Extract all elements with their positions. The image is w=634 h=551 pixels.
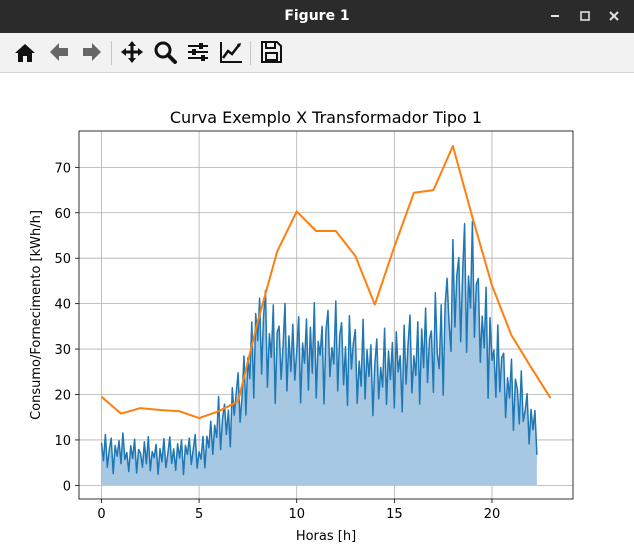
y-tick-label: 20 [54, 389, 71, 404]
zoom-icon[interactable] [151, 38, 179, 66]
axes-frame [78, 130, 574, 500]
chart-svg: 0 5 10 15 20 0 10 20 30 40 50 60 70 Curva Exemplo X … [29, 108, 574, 544]
close-icon[interactable] [604, 6, 624, 26]
y-tick-label: 50 [54, 252, 71, 267]
navigation-toolbar [0, 33, 634, 73]
window-title: Figure 1 [284, 8, 350, 24]
figure-canvas[interactable]: 0 5 10 15 20 0 10 20 30 40 50 60 70 Curva Exemplo X … [0, 73, 634, 551]
window-titlebar: Figure 1 [0, 0, 634, 33]
x-tick-label: 20 [484, 507, 501, 522]
arrow-right-icon[interactable] [78, 38, 106, 66]
maximize-icon[interactable] [575, 6, 595, 26]
save-icon[interactable] [257, 38, 285, 66]
chart-line-icon[interactable] [217, 38, 245, 66]
move-icon[interactable] [118, 38, 146, 66]
x-tick-label: 15 [386, 507, 403, 522]
toolbar-separator [250, 41, 251, 65]
minimize-icon[interactable] [545, 6, 565, 26]
sliders-icon[interactable] [184, 38, 212, 66]
chart-title: Curva Exemplo X Transformador Tipo 1 [170, 108, 482, 127]
supply-series-line [100, 145, 552, 420]
x-tick-label: 10 [288, 507, 305, 522]
arrow-left-icon[interactable] [45, 38, 73, 66]
y-tick-label: 40 [54, 298, 71, 313]
y-tick-label: 60 [54, 207, 71, 222]
y-tick-label: 30 [54, 343, 71, 358]
y-tick-label: 70 [54, 161, 71, 176]
x-tick-label: 0 [97, 507, 105, 522]
x-tick-label: 5 [195, 507, 203, 522]
home-icon[interactable] [11, 38, 39, 66]
tick-layer: 0 5 10 15 20 0 10 20 30 40 50 60 70 [54, 161, 500, 522]
x-axis-label: Horas [h] [296, 529, 356, 544]
y-axis-label: Consumo/Fornecimento [kWh/h] [29, 210, 44, 420]
consumption-series-line [100, 220, 538, 476]
y-tick-label: 10 [54, 434, 71, 449]
y-tick-label: 0 [63, 479, 71, 494]
toolbar-separator [111, 41, 112, 65]
